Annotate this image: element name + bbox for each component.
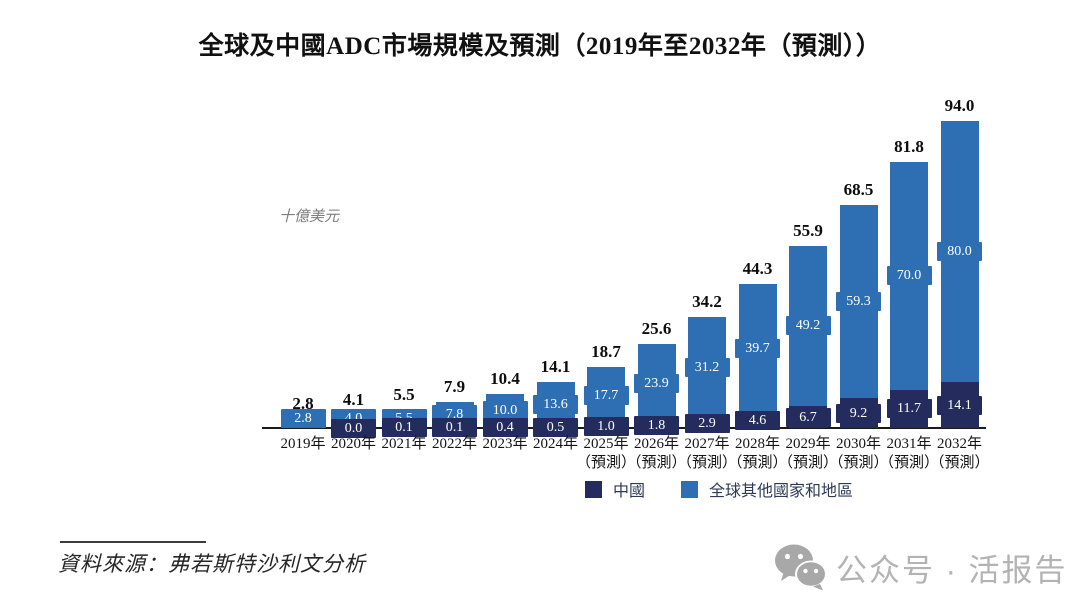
bar-value-label-global: 31.2 [684, 358, 730, 378]
bar-total-label: 25.6 [641, 319, 672, 339]
x-tick-label: 2031年 （預測） [878, 436, 939, 471]
x-tick-label: 2025年 （預測） [575, 436, 636, 471]
bar-value-label-china: 0.1 [432, 418, 477, 438]
bar-value-label-china: 9.2 [836, 403, 881, 423]
legend-item: 全球其他國家和地區 [681, 477, 853, 501]
bar-total-label: 2.8 [292, 393, 314, 413]
chart-legend: 中國 全球其他國家和地區 [585, 477, 889, 501]
bar-value-label-global: 10.0 [482, 400, 528, 420]
bar-value-label-china: 1.8 [634, 415, 679, 435]
x-tick-label: 2030年 （預測） [828, 436, 889, 471]
bar-total-label: 14.1 [540, 357, 571, 377]
legend-label: 全球其他國家和地區 [709, 483, 854, 500]
bar-total-label: 44.3 [742, 258, 773, 278]
bar-value-label-global: 23.9 [634, 373, 679, 393]
x-tick-label: 2019年 [280, 436, 326, 452]
bar-value-label-china: 2.9 [684, 413, 730, 433]
source-text: 資料來源：弗若斯特沙利文分析 [58, 552, 366, 576]
legend-swatch [585, 480, 602, 498]
bar-value-label-global: 13.6 [533, 394, 578, 414]
bar-value-label-china: 6.7 [785, 407, 831, 427]
bar-value-label-china: 0.1 [381, 418, 427, 438]
bar-value-label-global: 2.8 [280, 409, 326, 428]
x-tick-label: 2023年 [482, 436, 528, 452]
bar-value-label-china: 1.0 [583, 416, 629, 436]
bar-value-label-china: 14.1 [937, 395, 982, 415]
x-tick-label: 2029年 （預測） [777, 436, 838, 471]
bar-total-label: 5.5 [393, 384, 415, 404]
bar-value-label-china: 0.5 [533, 417, 578, 437]
chart-title: 全球及中國ADC市場規模及預測（2019年至2032年（預測）） [198, 33, 882, 60]
x-tick-label: 2026年 （預測） [626, 436, 687, 471]
source-divider-rule [60, 541, 206, 543]
bar-total-label: 4.1 [342, 389, 365, 409]
x-tick-label: 2021年 [381, 436, 427, 452]
legend-swatch [681, 480, 699, 498]
bar-value-label-global: 49.2 [785, 316, 831, 336]
y-axis-unit-label: 十億美元 [279, 209, 340, 225]
bar-total-label: 94.0 [944, 96, 975, 116]
bar-total-label: 18.7 [591, 342, 621, 362]
bar-value-label-global: 70.0 [886, 266, 932, 286]
bar-total-label: 55.9 [793, 220, 823, 240]
wechat-icon [775, 544, 827, 591]
bar-total-label: 34.2 [692, 291, 722, 311]
x-tick-label: 2027年 （預測） [676, 436, 737, 471]
bar-total-label: 10.4 [490, 369, 520, 389]
watermark-text: 公众号 · 活报告 [836, 552, 1068, 588]
bar-total-label: 68.5 [843, 179, 874, 199]
x-tick-label: 2020年 [330, 436, 376, 452]
bar-total-label: 7.9 [443, 377, 466, 397]
bar-value-label-china: 0.4 [482, 417, 528, 437]
bar-value-label-global: 17.7 [583, 386, 629, 406]
bar-value-label-china: 4.6 [735, 411, 780, 430]
x-tick-label: 2024年 [532, 436, 578, 452]
bar-total-label: 81.8 [894, 136, 924, 156]
legend-label: 中國 [613, 483, 646, 500]
x-tick-label: 2022年 [431, 436, 477, 452]
x-tick-label: 2028年 （預測） [727, 436, 788, 471]
watermark: 公众号 · 活报告 [774, 543, 1068, 591]
bar-value-label-global: 80.0 [937, 242, 982, 262]
bar-value-label-china: 0.0 [331, 418, 376, 438]
bar-value-label-china: 11.7 [886, 399, 932, 419]
x-tick-label: 2032年 （預測） [929, 436, 990, 471]
bar-value-label-global: 59.3 [836, 291, 881, 311]
legend-item: 中國 [585, 477, 645, 501]
bar-value-label-global: 39.7 [735, 338, 780, 358]
